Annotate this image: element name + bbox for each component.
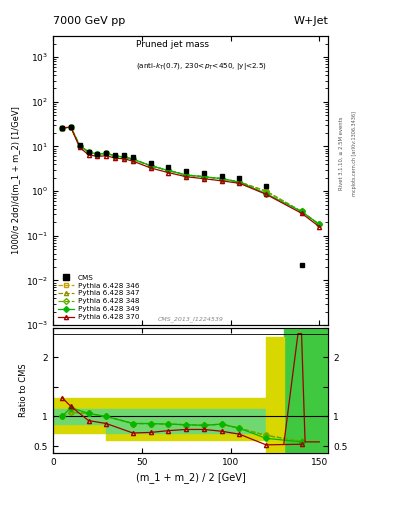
Text: mcplots.cern.ch [arXiv:1306.3436]: mcplots.cern.ch [arXiv:1306.3436] [352,111,357,196]
Text: Pruned jet mass: Pruned jet mass [136,40,209,49]
Text: (anti-$k_T$(0.7), 230<$p_T$<450, |y|<2.5): (anti-$k_T$(0.7), 230<$p_T$<450, |y|<2.5… [136,61,266,72]
Text: W+Jet: W+Jet [293,16,328,26]
Text: CMS_2013_I1224539: CMS_2013_I1224539 [158,316,224,322]
Text: Rivet 3.1.10, ≥ 2.5M events: Rivet 3.1.10, ≥ 2.5M events [339,117,344,190]
X-axis label: (m_1 + m_2) / 2 [GeV]: (m_1 + m_2) / 2 [GeV] [136,473,246,483]
Legend: CMS, Pythia 6.428 346, Pythia 6.428 347, Pythia 6.428 348, Pythia 6.428 349, Pyt: CMS, Pythia 6.428 346, Pythia 6.428 347,… [57,273,141,322]
Y-axis label: Ratio to CMS: Ratio to CMS [19,364,28,417]
Text: 7000 GeV pp: 7000 GeV pp [53,16,125,26]
Y-axis label: 1000/σ 2dσ)/d(m_1 + m_2) [1/GeV]: 1000/σ 2dσ)/d(m_1 + m_2) [1/GeV] [11,106,20,254]
